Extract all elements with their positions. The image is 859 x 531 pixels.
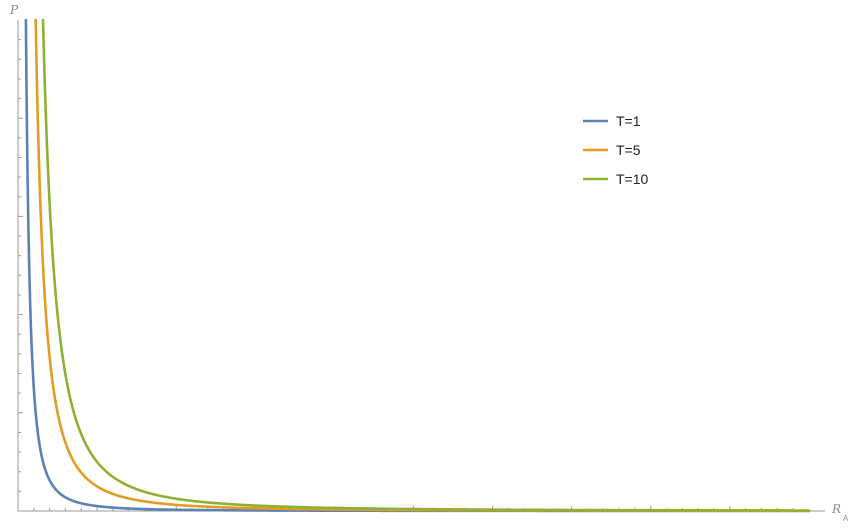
series-line-t10	[41, 18, 811, 512]
plot-curves	[24, 18, 811, 513]
legend-label: T=5	[616, 142, 641, 158]
x-axis-label-subscript: A	[843, 514, 849, 523]
series-line-t1	[24, 18, 811, 513]
series-line-t5	[34, 18, 811, 513]
legend-label: T=10	[616, 171, 649, 187]
chart-legend: T=1 T=5 T=10	[583, 113, 649, 187]
axis-ticks	[18, 39, 794, 511]
x-axis-label: R	[831, 502, 841, 516]
y-axis-label: P	[9, 3, 19, 17]
legend-label: T=1	[616, 113, 641, 129]
